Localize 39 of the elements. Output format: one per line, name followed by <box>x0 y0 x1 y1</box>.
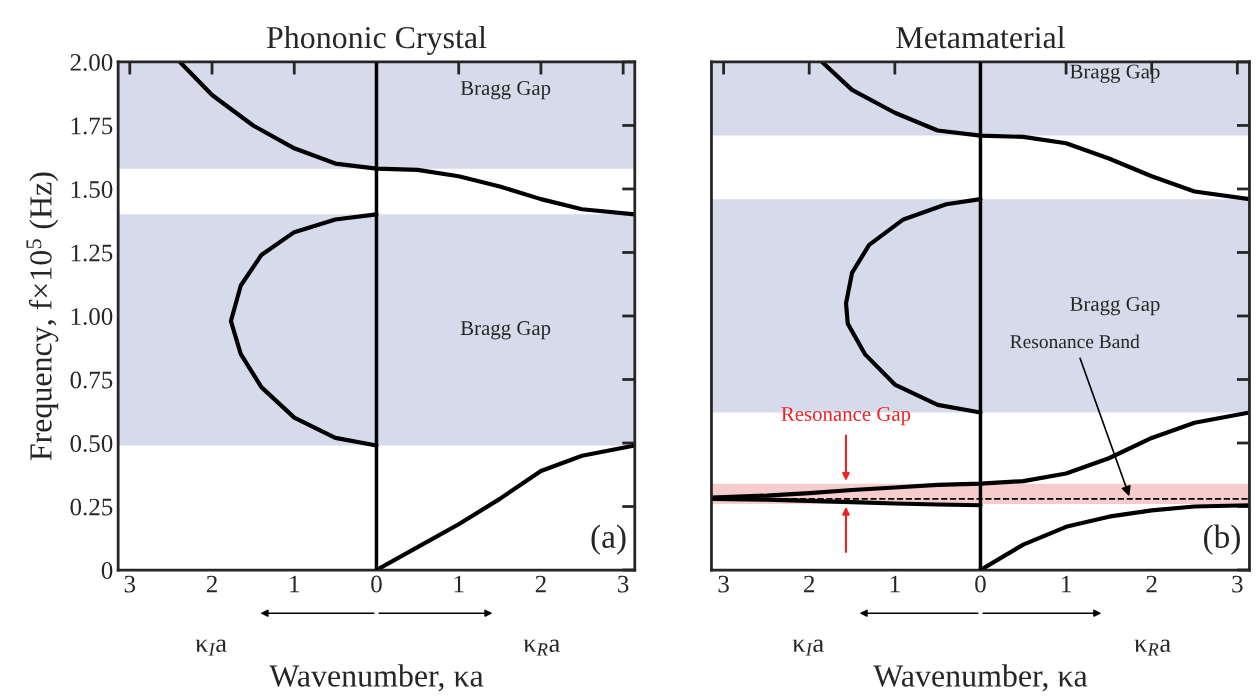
annotation: (a) <box>591 524 626 555</box>
x-tick-label: 2 <box>804 575 815 593</box>
chart-title: Metamaterial <box>896 25 1065 49</box>
x-tick-label: 3 <box>1232 575 1243 593</box>
y-tick-label: 1.75 <box>71 117 113 135</box>
y-tick-label: 1.50 <box>71 181 113 198</box>
y-tick-label: 2.00 <box>70 53 113 71</box>
band-label: Bragg Gap <box>460 321 551 340</box>
text: κ$_{R}$a <box>523 639 560 656</box>
y-axis-title: Frequency, f×10$^{5}$ (Hz) <box>26 172 59 461</box>
y-tick-label: 0 <box>101 562 113 579</box>
band-label: Bragg Gap <box>1070 296 1160 316</box>
text: κ$_{I}$a <box>792 639 824 656</box>
x-tick-label: 3 <box>618 575 629 593</box>
annotation: Resonance Band <box>1010 334 1140 349</box>
x-tick-label: 0 <box>975 575 986 593</box>
text: κ$_{I}$a <box>195 639 227 656</box>
x-axis-title: Wavenumber, κa <box>873 664 1088 692</box>
y-tick-label: 0.25 <box>70 498 113 516</box>
text: κ$_{R}$a <box>1134 639 1171 656</box>
x-tick-label: 3 <box>718 575 729 593</box>
x-tick-label: 1 <box>1062 575 1071 593</box>
x-tick-label: 2 <box>1146 575 1157 593</box>
x-axis-title: Wavenumber, κa <box>269 664 484 692</box>
y-tick-label: 1.00 <box>71 308 113 326</box>
annotation: (b) <box>1203 524 1240 555</box>
chart-title: Phononic Crystal <box>266 25 487 55</box>
y-tick-label: 0.75 <box>70 371 113 389</box>
x-tick-label: 3 <box>124 575 136 593</box>
x-tick-label: 2 <box>206 575 217 593</box>
x-tick-label: 1 <box>290 575 299 593</box>
x-tick-label: 0 <box>371 575 382 593</box>
x-tick-label: 1 <box>890 575 900 593</box>
band-label: Bragg Gap <box>460 81 551 100</box>
y-tick-label: 1.25 <box>71 244 113 262</box>
x-tick-label: 2 <box>535 575 546 593</box>
y-tick-label: 0.50 <box>70 435 113 453</box>
band-label: Resonance Gap <box>781 406 911 426</box>
x-tick-label: 1 <box>454 575 464 593</box>
